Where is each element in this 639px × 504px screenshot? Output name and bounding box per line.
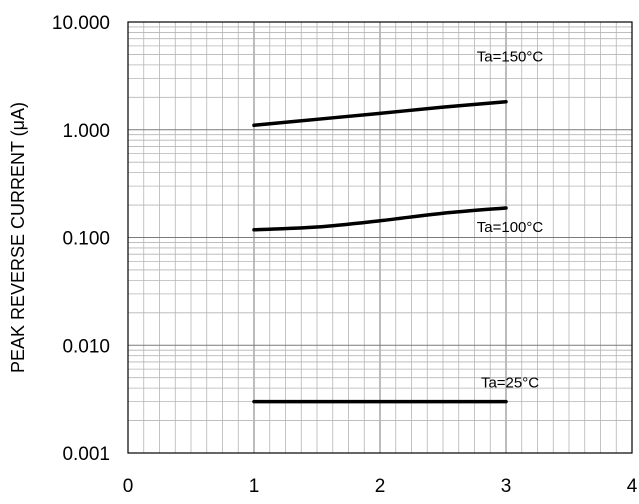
series-line-1 [252, 99, 508, 128]
series-labels: Ta=150°C Ta=100°C Ta=25°C [477, 49, 544, 392]
series-label-3: Ta=25°C [481, 375, 539, 392]
series-label-1: Ta=150°C [477, 49, 544, 66]
series-line-2 [252, 206, 508, 232]
y-axis-title: PEAK REVERSE CURRENT (μA) [8, 102, 28, 373]
plot-frame [127, 21, 633, 454]
axes [127, 21, 633, 454]
series-lines [252, 99, 508, 404]
y-tick-label: 0.100 [62, 229, 110, 250]
x-tick-label: 2 [375, 476, 386, 497]
y-tick-label: 10.000 [52, 13, 110, 34]
x-tick-label: 1 [249, 476, 260, 497]
x-tick-label: 4 [627, 476, 638, 497]
y-tick-label: 0.001 [62, 444, 110, 465]
grid [128, 22, 632, 453]
y-tick-label: 1.000 [62, 121, 110, 142]
y-tick-label: 0.010 [62, 336, 110, 357]
x-tick-label: 3 [501, 476, 512, 497]
series-label-2: Ta=100°C [477, 219, 544, 236]
tick-labels: 0 1 2 3 4 10.000 1.000 0.100 0.010 0.001 [52, 13, 638, 497]
x-tick-label: 0 [123, 476, 134, 497]
